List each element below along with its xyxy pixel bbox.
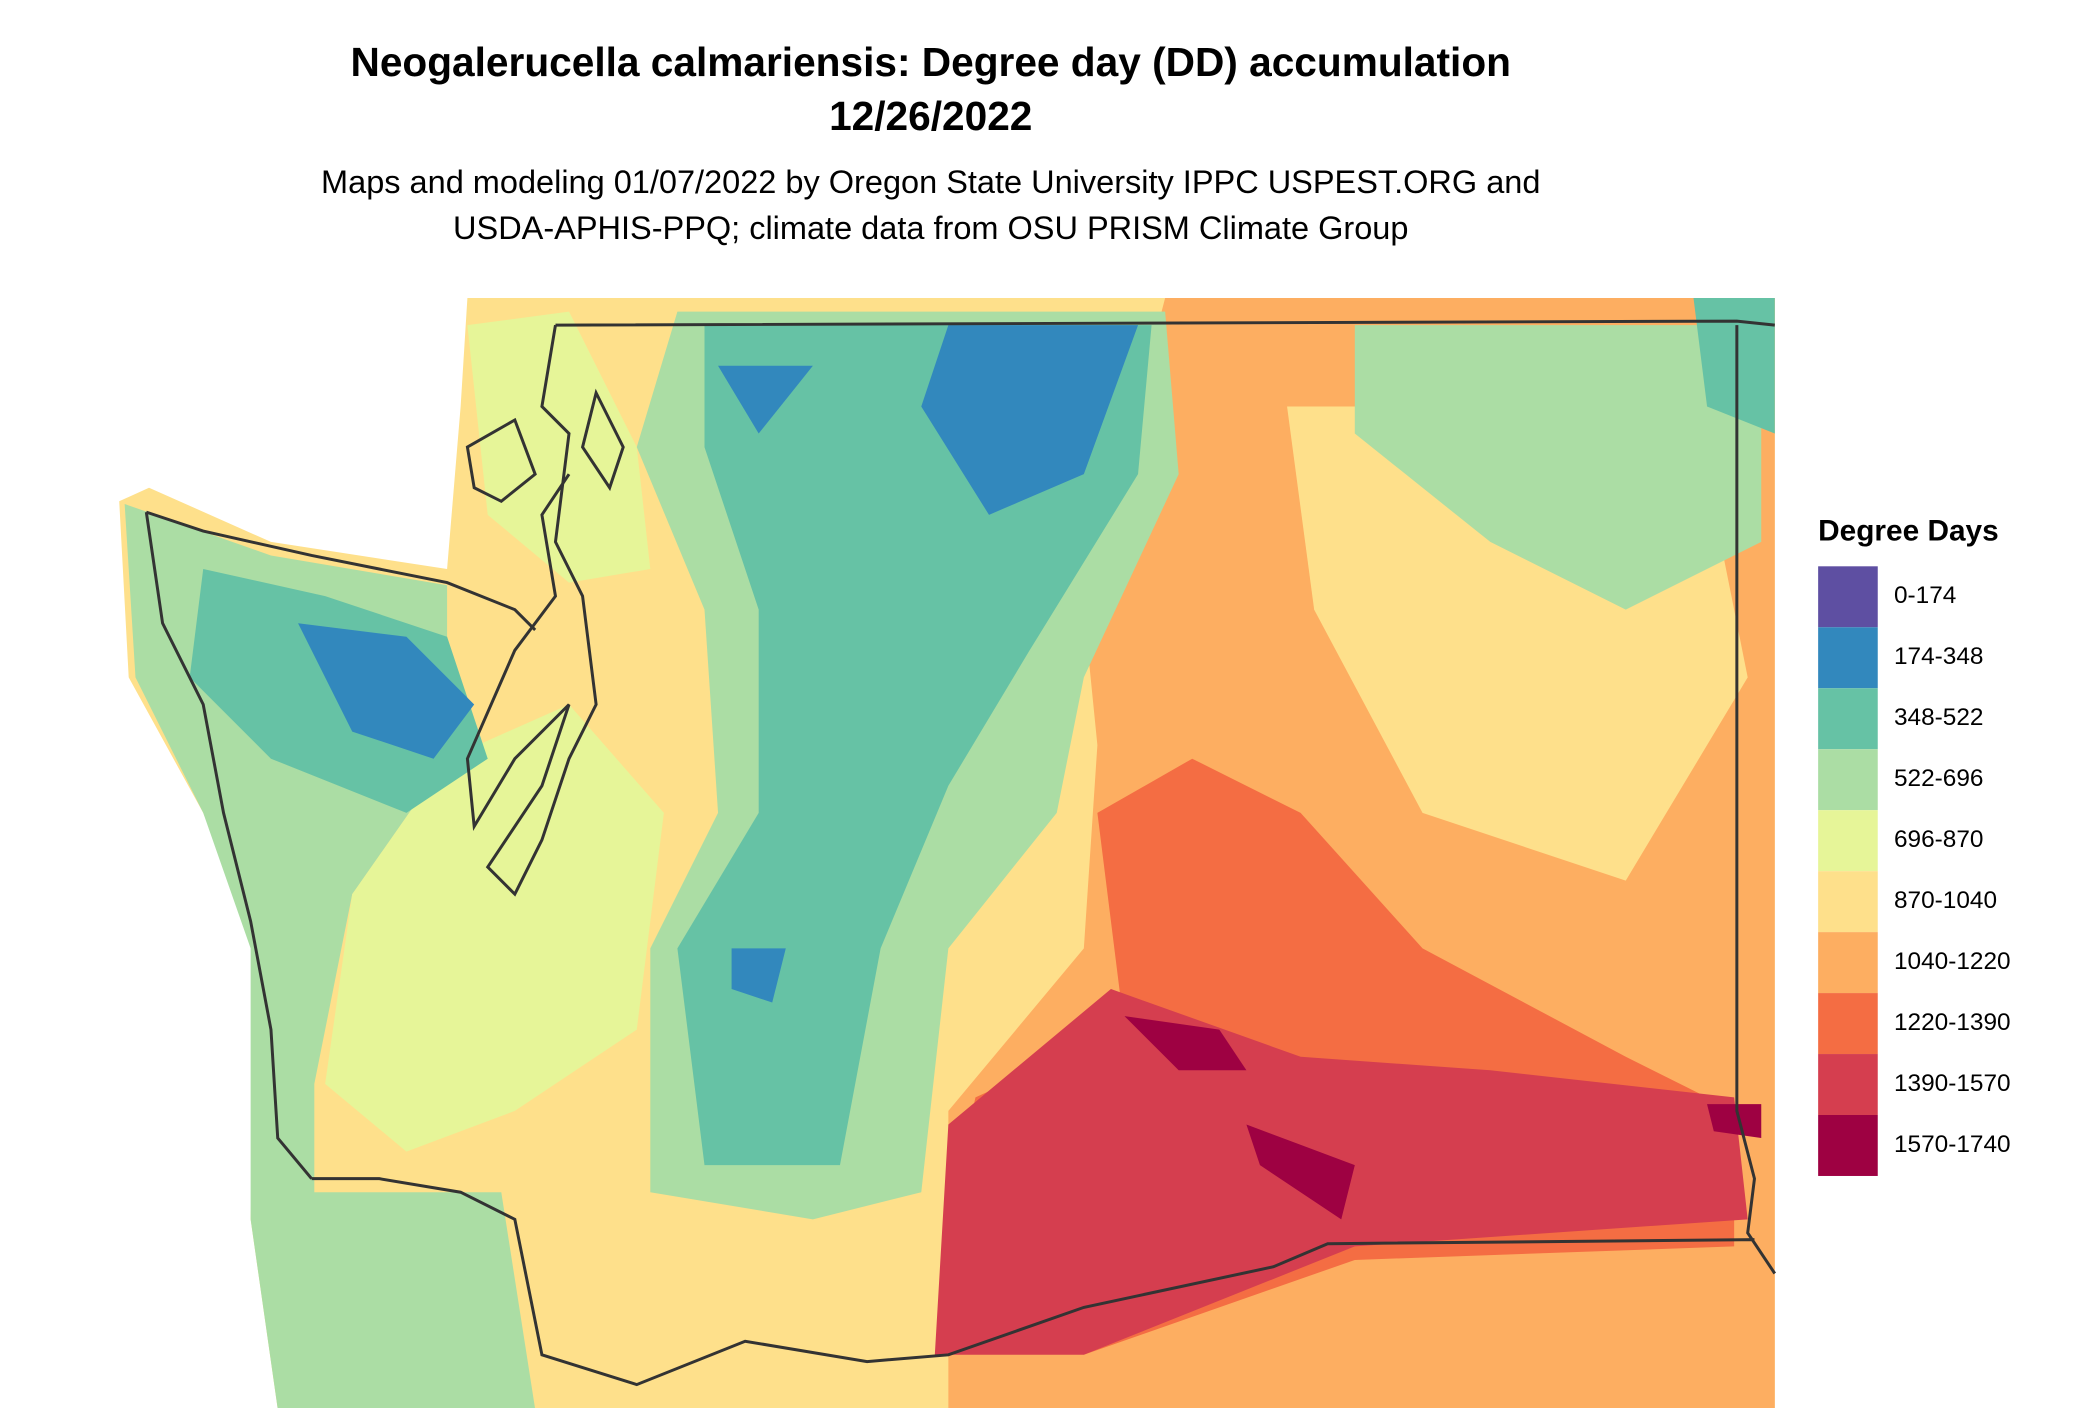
map-raster [119,298,1775,1408]
map-region [467,311,651,583]
legend-swatch [1818,749,1878,811]
map-region [277,1192,535,1408]
map-region [731,948,786,1003]
puget-sound [465,324,598,897]
subtitle: USDA-APHIS-PPQ; climate data from OSU PR… [453,210,1408,246]
legend-label: 1040-1220 [1894,948,2011,975]
legend-swatch [1818,1115,1878,1176]
legend-label: 1220-1390 [1894,1009,2011,1036]
legend-label: 1570-1740 [1894,1131,2011,1158]
coastline [144,510,537,1180]
map-region [1693,298,1775,434]
map-region [1354,325,1762,610]
map-region [1707,1104,1762,1139]
title: Neogalerucella calmariensis: Degree day … [350,39,1510,85]
legend-label: 1390-1570 [1894,1070,2011,1097]
islands [465,388,625,504]
subtitle: Maps and modeling 01/07/2022 by Oregon S… [321,164,1540,200]
map-region [677,325,1152,1166]
legend-label: 696-870 [1894,826,1983,853]
legend-swatch [1818,566,1878,628]
legend-swatch [1818,688,1878,750]
map-region [325,704,664,1152]
map-region [298,623,475,759]
legend-label: 522-696 [1894,765,1983,792]
legend-swatch [1818,810,1878,872]
title: 12/26/2022 [829,93,1032,139]
map-region [921,325,1139,515]
legend-swatch [1818,627,1878,689]
legend-label: 870-1040 [1894,887,1997,914]
legend-swatch [1818,993,1878,1055]
map-figure: Neogalerucella calmariensis: Degree day … [119,39,2011,1408]
legend-swatch [1818,1054,1878,1116]
map-region [1246,1124,1355,1220]
boundaries [144,319,1777,1387]
legend-label: 0-174 [1894,582,1956,609]
legend-swatch [1818,871,1878,933]
legend-title: Degree Days [1818,514,1999,547]
legend-label: 348-522 [1894,704,1983,731]
legend-swatch [1818,932,1878,994]
state-border [311,319,1777,1387]
map-region [1124,1016,1247,1071]
map-region [718,365,813,434]
legend-label: 174-348 [1894,643,1983,670]
legend: 0-174 174-348 348-522 522-696 696-870 870-104… [1818,566,2011,1176]
